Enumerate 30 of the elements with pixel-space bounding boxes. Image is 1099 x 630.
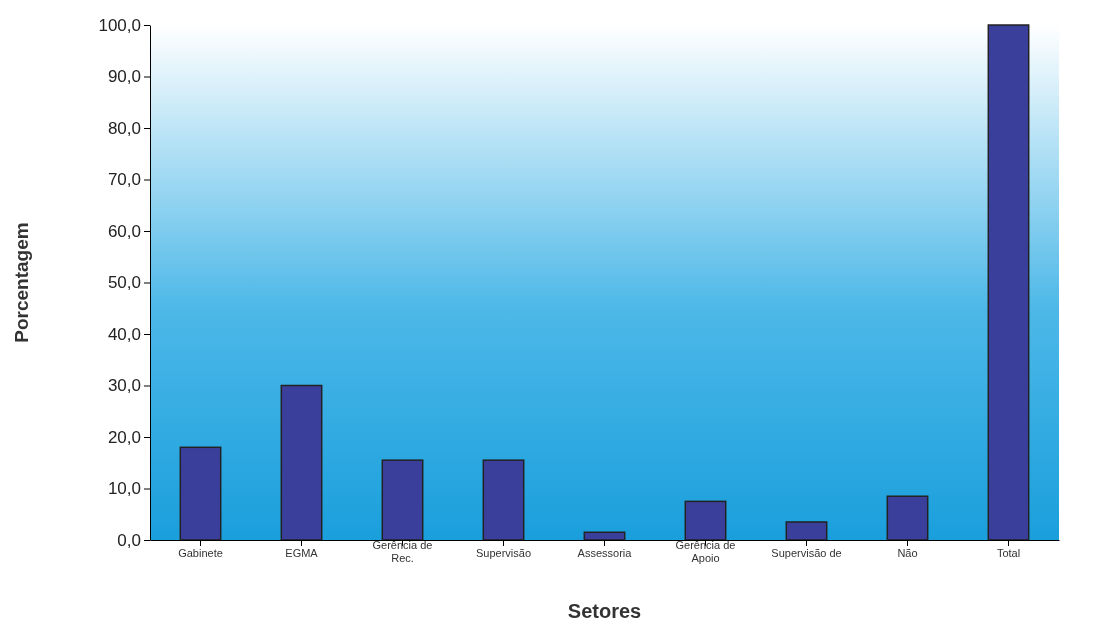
y-tick-label: 90,0 <box>107 67 141 87</box>
bar <box>684 500 727 541</box>
x-tick-label: Gabinete <box>178 546 223 559</box>
x-tick-label: Gerência de Rec. <box>372 539 433 565</box>
x-tick-label: Assessoria <box>577 546 633 559</box>
bar <box>381 459 424 541</box>
x-tick-label: Supervisão <box>475 546 532 559</box>
bar <box>179 446 222 541</box>
y-tick-label: 100,0 <box>98 15 141 35</box>
bar <box>482 459 525 541</box>
x-axis-title: Setores <box>567 600 642 622</box>
bar <box>785 521 828 541</box>
y-tick-label: 70,0 <box>107 170 141 190</box>
x-tick-label: EGMA <box>285 546 319 559</box>
bar <box>280 384 323 541</box>
y-tick-label: 20,0 <box>107 427 141 447</box>
x-tick-label: Total <box>996 546 1021 559</box>
y-tick-label: 60,0 <box>107 221 141 241</box>
y-axis-title: Porcentagem <box>11 222 32 343</box>
y-tick-label: 50,0 <box>107 273 141 293</box>
bar <box>886 495 929 541</box>
bar <box>987 24 1030 541</box>
y-tick-label: 30,0 <box>107 376 141 396</box>
y-tick-label: 80,0 <box>107 118 141 138</box>
y-tick-label: 0,0 <box>117 530 141 550</box>
x-tick-label: Gerência de Apoio <box>675 539 736 565</box>
x-tick-label: Supervisão de <box>771 546 842 559</box>
x-tick-label: Não <box>897 546 918 559</box>
y-tick-label: 40,0 <box>107 324 141 344</box>
y-tick-label: 10,0 <box>107 479 141 499</box>
